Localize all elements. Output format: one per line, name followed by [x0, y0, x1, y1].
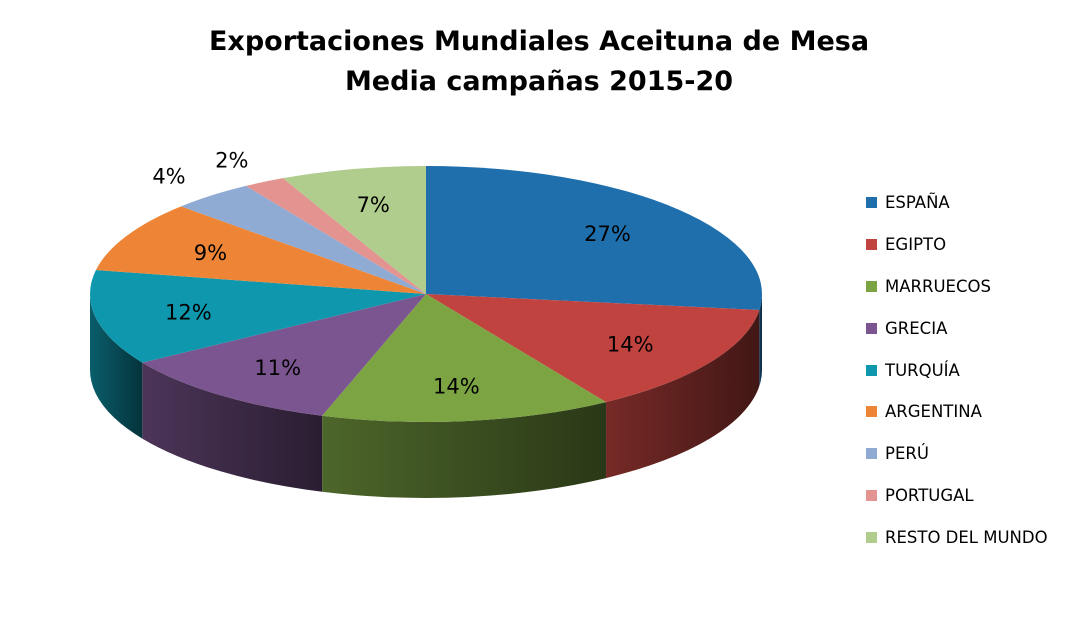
legend-swatch	[866, 531, 877, 543]
legend-item-argentina: ARGENTINA	[866, 391, 1048, 433]
pie-side-espana	[759, 294, 762, 387]
legend-item-espana: ESPAÑA	[866, 182, 1048, 224]
legend-label: EGIPTO	[885, 235, 947, 255]
pie-data-labels: 27% 14% 14% 11% 12% 9% 4% 2% 7%	[152, 148, 653, 398]
data-label-grecia: 11%	[254, 356, 301, 380]
legend-label: ARGENTINA	[885, 402, 982, 422]
data-label-argentina: 9%	[194, 241, 227, 265]
legend-item-portugal: PORTUGAL	[866, 475, 1048, 517]
legend-swatch	[866, 280, 877, 292]
legend-item-egipto: EGIPTO	[866, 224, 1048, 266]
pie-slices	[90, 166, 762, 422]
legend-swatch	[866, 406, 877, 418]
legend-item-resto-del-mundo: RESTO DEL MUNDO	[866, 516, 1048, 558]
pie-slice-grecia	[142, 294, 426, 416]
legend-item-marruecos: MARRUECOS	[866, 266, 1048, 308]
pie-slice-argentina	[95, 206, 427, 294]
pie-slice-portugal	[245, 178, 426, 294]
legend-label: PERÚ	[885, 444, 929, 464]
pie-slice-espana	[426, 166, 762, 311]
legend-swatch	[866, 239, 877, 251]
data-label-turquia: 12%	[165, 300, 212, 324]
data-label-portugal: 2%	[215, 148, 248, 172]
legend-swatch	[866, 322, 877, 334]
pie-side-grecia	[142, 362, 323, 492]
legend: ESPAÑA EGIPTO MARRUECOS GRECIA TURQUÍA ARGENT…	[866, 182, 1048, 558]
data-label-espana: 27%	[584, 222, 631, 246]
legend-label: RESTO DEL MUNDO	[885, 527, 1048, 547]
pie-side-turquia	[90, 294, 143, 439]
pie-slice-turquia	[90, 270, 427, 363]
legend-item-turquia: TURQUÍA	[866, 349, 1048, 391]
chart-title: Exportaciones Mundiales Aceituna de Mesa	[208, 26, 870, 57]
legend-swatch	[866, 489, 877, 501]
pie-slice-egipto	[426, 294, 760, 403]
pie-side-egipto	[606, 310, 760, 479]
data-label-marruecos: 14%	[433, 374, 480, 398]
pie-slice-resto-del-mundo	[282, 166, 426, 294]
legend-label: MARRUECOS	[885, 276, 991, 296]
legend-label: ESPAÑA	[885, 193, 950, 213]
pie-side-marruecos	[322, 402, 607, 498]
legend-swatch	[866, 197, 877, 209]
legend-item-peru: PERÚ	[866, 433, 1048, 475]
legend-label: TURQUÍA	[885, 360, 960, 380]
legend-item-grecia: GRECIA	[866, 307, 1048, 349]
chart-subtitle: Media campañas 2015-20	[344, 66, 734, 97]
legend-swatch	[866, 364, 877, 376]
pie-sides	[90, 294, 762, 498]
pie-slice-peru	[181, 185, 426, 294]
data-label-egipto: 14%	[607, 332, 654, 356]
data-label-resto-del-mundo: 7%	[357, 193, 390, 217]
pie-slice-marruecos	[322, 294, 607, 422]
legend-label: GRECIA	[885, 318, 948, 338]
legend-swatch	[866, 448, 877, 460]
legend-label: PORTUGAL	[885, 485, 974, 505]
data-label-peru: 4%	[152, 165, 185, 189]
